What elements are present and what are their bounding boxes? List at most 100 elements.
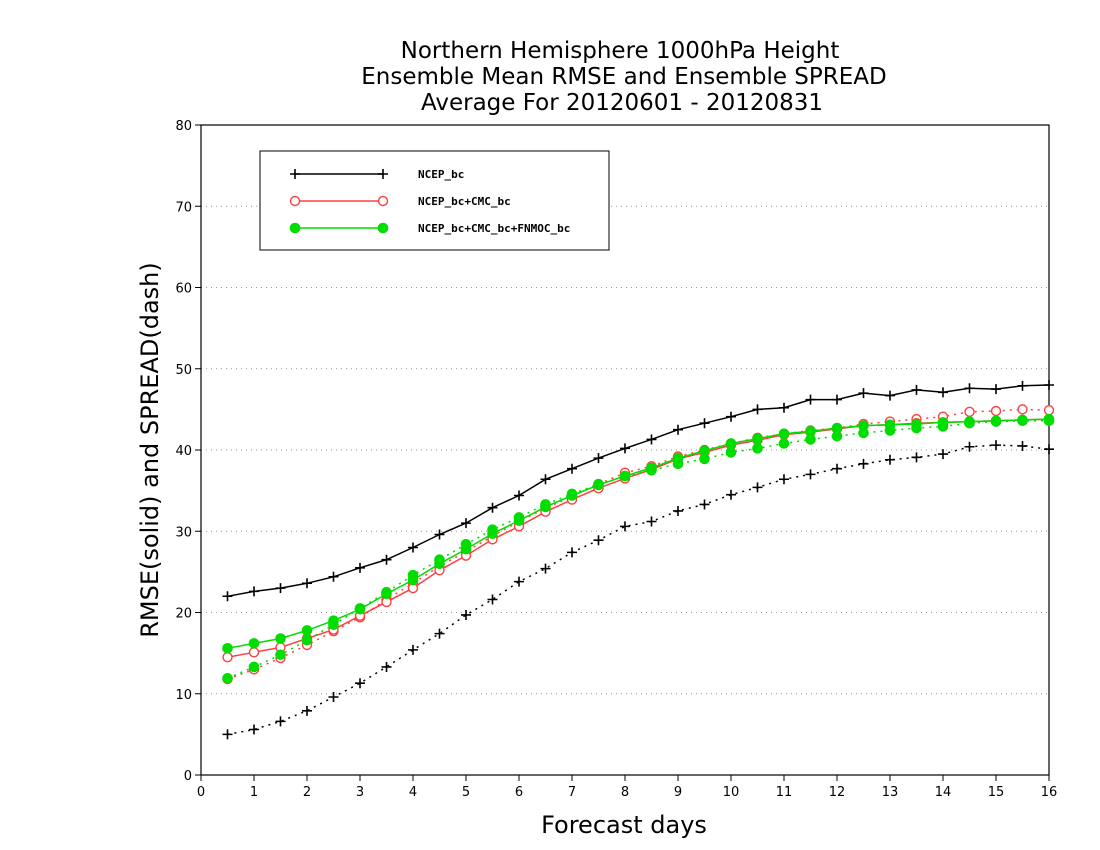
ncep-bc-rmse-line (227, 384, 1050, 598)
ncep-bc-cmc-bc-fnmoc-bc-rmse-point (990, 415, 1002, 427)
ncep-bc-spread-point (381, 661, 392, 672)
x-tick-label: 1 (250, 785, 258, 800)
ncep-bc-spread-point (328, 692, 339, 702)
ncep-bc-cmc-bc-fnmoc-bc-rmse-point (301, 625, 313, 636)
ncep-bc-spread-point (461, 609, 471, 620)
ncep-bc-spread-point (593, 535, 604, 546)
y-tick-label: 50 (175, 363, 192, 378)
ncep-bc-rmse-point (1044, 380, 1054, 390)
ncep-bc-cmc-bc-fnmoc-bc-rmse-point (646, 462, 657, 474)
ncep-bc-rmse-point (858, 388, 869, 399)
ncep-bc-spread-point (779, 474, 789, 485)
ncep-bc-cmc-bc-spread-point (964, 406, 975, 418)
ncep-bc-cmc-bc-fnmoc-bc-rmse-point (593, 479, 604, 491)
ncep-bc-rmse-point (461, 518, 471, 529)
ncep-bc-cmc-bc-fnmoc-bc-rmse-point (1043, 413, 1055, 425)
ncep-bc-cmc-bc-spread-point (1043, 404, 1055, 416)
ncep-bc-rmse-point (726, 411, 736, 422)
ncep-bc-cmc-bc-fnmoc-bc-spread-point (301, 634, 313, 646)
ncep-bc-spread-point (991, 440, 1001, 451)
ncep-bc-cmc-bc-fnmoc-bc-rmse-point (275, 633, 286, 644)
ncep-bc-rmse-point (355, 562, 365, 573)
ncep-bc-rmse-point (752, 404, 763, 415)
ncep-bc-rmse-point (593, 453, 604, 464)
ncep-bc-rmse-point (302, 578, 312, 589)
ncep-bc-cmc-bc-rmse-point (222, 651, 233, 663)
ncep-bc-rmse-point (328, 571, 339, 582)
ncep-bc-spread-point (885, 454, 895, 465)
x-tick-label: 4 (409, 785, 417, 800)
x-tick-label: 14 (935, 785, 952, 800)
ncep-bc-spread-point (673, 505, 683, 516)
ncep-bc-cmc-bc-fnmoc-bc-rmse-point (222, 642, 233, 654)
ncep-bc-cmc-bc-fnmoc-bc-spread-point (752, 443, 763, 454)
ncep-bc-spread-line (227, 444, 1050, 736)
ncep-bc-cmc-bc-fnmoc-bc-rmse-point (911, 418, 922, 430)
ncep-bc-rmse-point (779, 402, 789, 413)
legend-label: NCEP_bc (418, 168, 464, 181)
ncep-bc-spread-point (964, 441, 975, 452)
ncep-bc-cmc-bc-fnmoc-bc-rmse-point (407, 574, 419, 586)
legend-item-ncep-bc: NCEP_bc (290, 168, 464, 181)
ncep-bc-cmc-bc-fnmoc-bc-rmse-point (1017, 414, 1028, 426)
x-tick-label: 8 (621, 785, 629, 800)
ncep-bc-cmc-bc-fnmoc-bc-rmse-point (752, 433, 763, 444)
ncep-bc-rmse-point (991, 384, 1001, 395)
title-line-2: Ensemble Mean RMSE and Ensemble SPREAD (361, 64, 886, 90)
ncep-bc-cmc-bc-rmse-point (248, 647, 260, 658)
ncep-bc-spread-point (1017, 440, 1028, 451)
ncep-bc-cmc-bc-fnmoc-bc-rmse-point (831, 422, 843, 434)
ncep-bc-cmc-bc-fnmoc-bc-rmse-point (460, 543, 472, 555)
y-tick-label: 30 (175, 525, 192, 540)
x-tick-label: 7 (568, 785, 576, 800)
ncep-bc-spread-point (408, 644, 418, 655)
ncep-bc-rmse-point (381, 554, 392, 565)
x-axis-label: Forecast days (541, 811, 707, 839)
legend-marker (289, 222, 301, 234)
series-ncep-bc-cmc-bc (222, 404, 1055, 685)
ncep-bc-cmc-bc-fnmoc-bc-rmse-point (487, 528, 498, 539)
ncep-bc-rmse-point (938, 387, 948, 398)
ncep-bc-spread-point (911, 452, 922, 463)
ncep-bc-rmse-point (964, 383, 975, 394)
ncep-bc-spread-point (355, 678, 365, 689)
series-ncep-bc (222, 380, 1054, 740)
ncep-bc-spread-point (938, 449, 948, 460)
y-axis: 0 10 20 30 40 50 60 70 80 (175, 119, 201, 784)
y-tick-label: 80 (175, 119, 192, 134)
ncep-bc-cmc-bc-fnmoc-bc-rmse-point (248, 638, 260, 649)
ncep-bc-rmse-point (249, 586, 259, 597)
title-line-3: Average For 20120601 - 20120831 (421, 90, 823, 116)
x-tick-label: 10 (723, 785, 740, 800)
ncep-bc-cmc-bc-fnmoc-bc-spread-line (227, 420, 1049, 679)
ncep-bc-rmse-point (805, 394, 816, 405)
ncep-bc-spread-point (858, 458, 869, 469)
ncep-bc-cmc-bc-fnmoc-bc-rmse-point (434, 558, 445, 570)
ncep-bc-cmc-bc-fnmoc-bc-rmse-point (858, 420, 869, 431)
ncep-bc-rmse-point (487, 502, 498, 513)
ncep-bc-cmc-bc-fnmoc-bc-rmse-point (937, 417, 949, 428)
ncep-bc-spread-point (302, 705, 312, 716)
x-tick-label: 13 (882, 785, 899, 800)
x-tick-label: 15 (988, 785, 1005, 800)
x-tick-label: 9 (674, 785, 682, 800)
ncep-bc-cmc-bc-fnmoc-bc-rmse-point (540, 501, 551, 513)
legend-marker (377, 222, 389, 234)
ncep-bc-cmc-bc-fnmoc-bc-rmse-point (354, 603, 366, 615)
ncep-bc-cmc-bc-spread-point (1017, 404, 1028, 415)
legend-marker (290, 169, 300, 179)
ncep-bc-rmse-point (699, 418, 710, 429)
ncep-bc-spread-point (514, 576, 524, 587)
ncep-bc-spread-point (1044, 444, 1054, 455)
ncep-bc-spread-point (540, 563, 551, 574)
ncep-bc-cmc-bc-fnmoc-bc-rmse-point (328, 615, 339, 626)
ncep-bc-cmc-bc-fnmoc-bc-rmse-point (619, 470, 631, 482)
y-tick-label: 70 (175, 200, 192, 215)
ncep-bc-cmc-bc-fnmoc-bc-spread-point (725, 447, 737, 458)
ncep-bc-cmc-bc-fnmoc-bc-spread-point (248, 661, 260, 673)
legend-label: NCEP_bc+CMC_bc (418, 195, 511, 208)
legend: NCEP_bc NCEP_bc+CMC_bc NCEP_bc+CMC_bc+FNMO… (259, 150, 610, 251)
legend-label: NCEP_bc+CMC_bc+FNMOC_bc (418, 222, 570, 235)
ncep-bc-cmc-bc-fnmoc-bc-rmse-point (699, 445, 710, 457)
